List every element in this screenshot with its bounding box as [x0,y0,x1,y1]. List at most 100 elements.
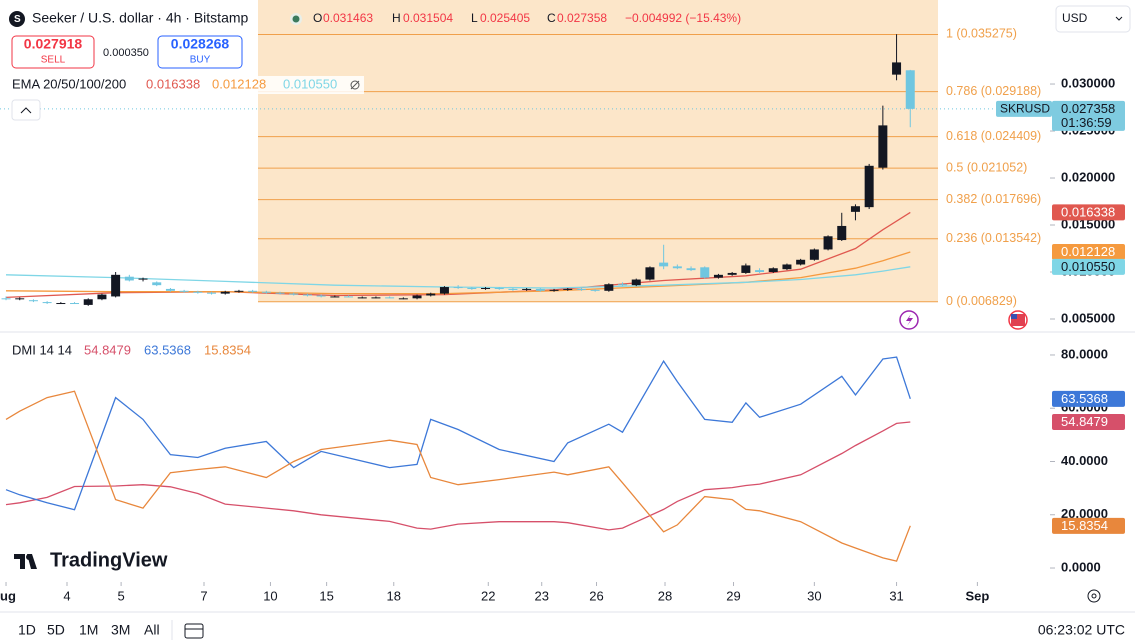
x-tick-label: 18 [387,588,401,603]
collapse-button[interactable] [11,99,41,121]
dmi-value: 54.8479 [84,342,131,357]
candle-body [892,62,902,75]
candle-body [83,299,93,305]
sell-price: 0.027918 [24,36,83,52]
x-tick-label: 10 [263,588,277,603]
candle-body [590,289,600,291]
symbol-logo [9,11,25,27]
candle-body [124,276,134,281]
candle-body [604,284,614,291]
range-button[interactable]: All [144,622,160,638]
countdown: 01:36:59 [1061,115,1112,130]
candle-body [234,290,244,292]
axis-tag-label: 0.016338 [1061,204,1115,219]
candle-body [727,272,737,275]
candle-body [576,288,586,290]
y-tick-label: 0.020000 [1061,169,1115,184]
candle-body [1,298,11,300]
collapse-icon [20,107,32,114]
currency-select[interactable] [1055,5,1131,33]
legend-bg [8,342,260,360]
currency: USD [1062,11,1088,25]
candle-body [111,274,121,297]
brand-mark [14,554,37,569]
candle-body [302,294,312,296]
candle-body [864,165,874,208]
candle-body [398,298,408,300]
axis-tag [1052,204,1125,221]
candle-body [344,296,354,298]
candle-body [672,266,682,269]
candle-body [837,225,847,241]
ema-legend: EMA 20/50/100/200 [12,76,126,91]
fib-label: 0.236 (0.013542) [946,231,1041,245]
range-button[interactable]: 1M [79,622,98,638]
x-tick-label: 15 [319,588,333,603]
candle-body [357,297,367,299]
dmi-legend: DMI 14 14 [12,342,72,357]
axis-tag-label: 63.5368 [1061,391,1108,406]
price-change: −0.004992 (−15.43%) [625,11,741,25]
candle-body [179,290,189,292]
dmi-value: 63.5368 [144,342,191,357]
chevron [1115,16,1123,21]
fib-label: 0.618 (0.024409) [946,129,1041,143]
fib-label: 1 (0.035275) [946,27,1017,41]
y-tick-label: 40.0000 [1061,453,1108,468]
x-tick-label: 4 [63,588,70,603]
candle-body [645,267,655,280]
range-button[interactable]: 1D [18,622,36,638]
candle-body [289,293,299,295]
fib-zone [258,0,938,302]
ohlc-value: 0.027358 [557,11,607,25]
hide-icon[interactable] [350,80,360,90]
candle-body [152,282,162,286]
settings-icon[interactable] [1087,589,1101,603]
candle-body [618,284,628,286]
y-tick-label: 20.0000 [1061,506,1108,521]
axis-tag-label: 54.8479 [1061,414,1108,429]
x-tick-label: Sep [965,588,989,603]
axis-tag-label: 0.010550 [1061,259,1115,274]
candle-body [850,206,860,212]
candle-body [741,265,751,273]
settings-icon [1091,593,1097,599]
range-button[interactable]: 3M [111,622,130,638]
x-tick-label: 29 [726,588,740,603]
price-tag-label: 0.027358 [1061,101,1115,116]
calendar-icon[interactable] [184,623,204,639]
candle-body [97,294,107,300]
sell-label: SELL [41,55,66,66]
x-tick-label: ug [0,588,16,603]
x-tick-label: 23 [534,588,548,603]
range-button[interactable]: 5D [47,622,65,638]
spread: 0.000350 [103,47,149,59]
y-tick-label: 0.030000 [1061,75,1115,90]
candle-body [549,289,559,291]
candle-body [467,287,477,289]
line-series [5,390,911,562]
ui: S Seeker / U.S. dollar · 4h · Bitstamp O… [0,5,1135,640]
sell-button[interactable] [11,35,95,69]
x-tick-label: 22 [481,588,495,603]
lightning [906,314,913,326]
candle-body [823,236,833,250]
axis-tag [1052,517,1125,534]
y-tick-label: 0.0000 [1061,559,1101,574]
candle-body [796,259,806,265]
candle-body [193,291,203,293]
candle-body [686,268,696,271]
candle-body [28,300,38,302]
fib-label: 0.786 (0.029188) [946,84,1041,98]
candle-body [878,125,888,168]
candle-body [70,303,80,305]
candle-body [563,288,573,290]
fib-label: 0 (0.006829) [946,294,1017,308]
candle-body [56,303,66,305]
candle-body [207,292,217,294]
hide-icon [350,80,360,90]
buy-button[interactable] [157,35,243,69]
axis-tag [1052,413,1125,430]
y-tick-label: 0.005000 [1061,310,1115,325]
